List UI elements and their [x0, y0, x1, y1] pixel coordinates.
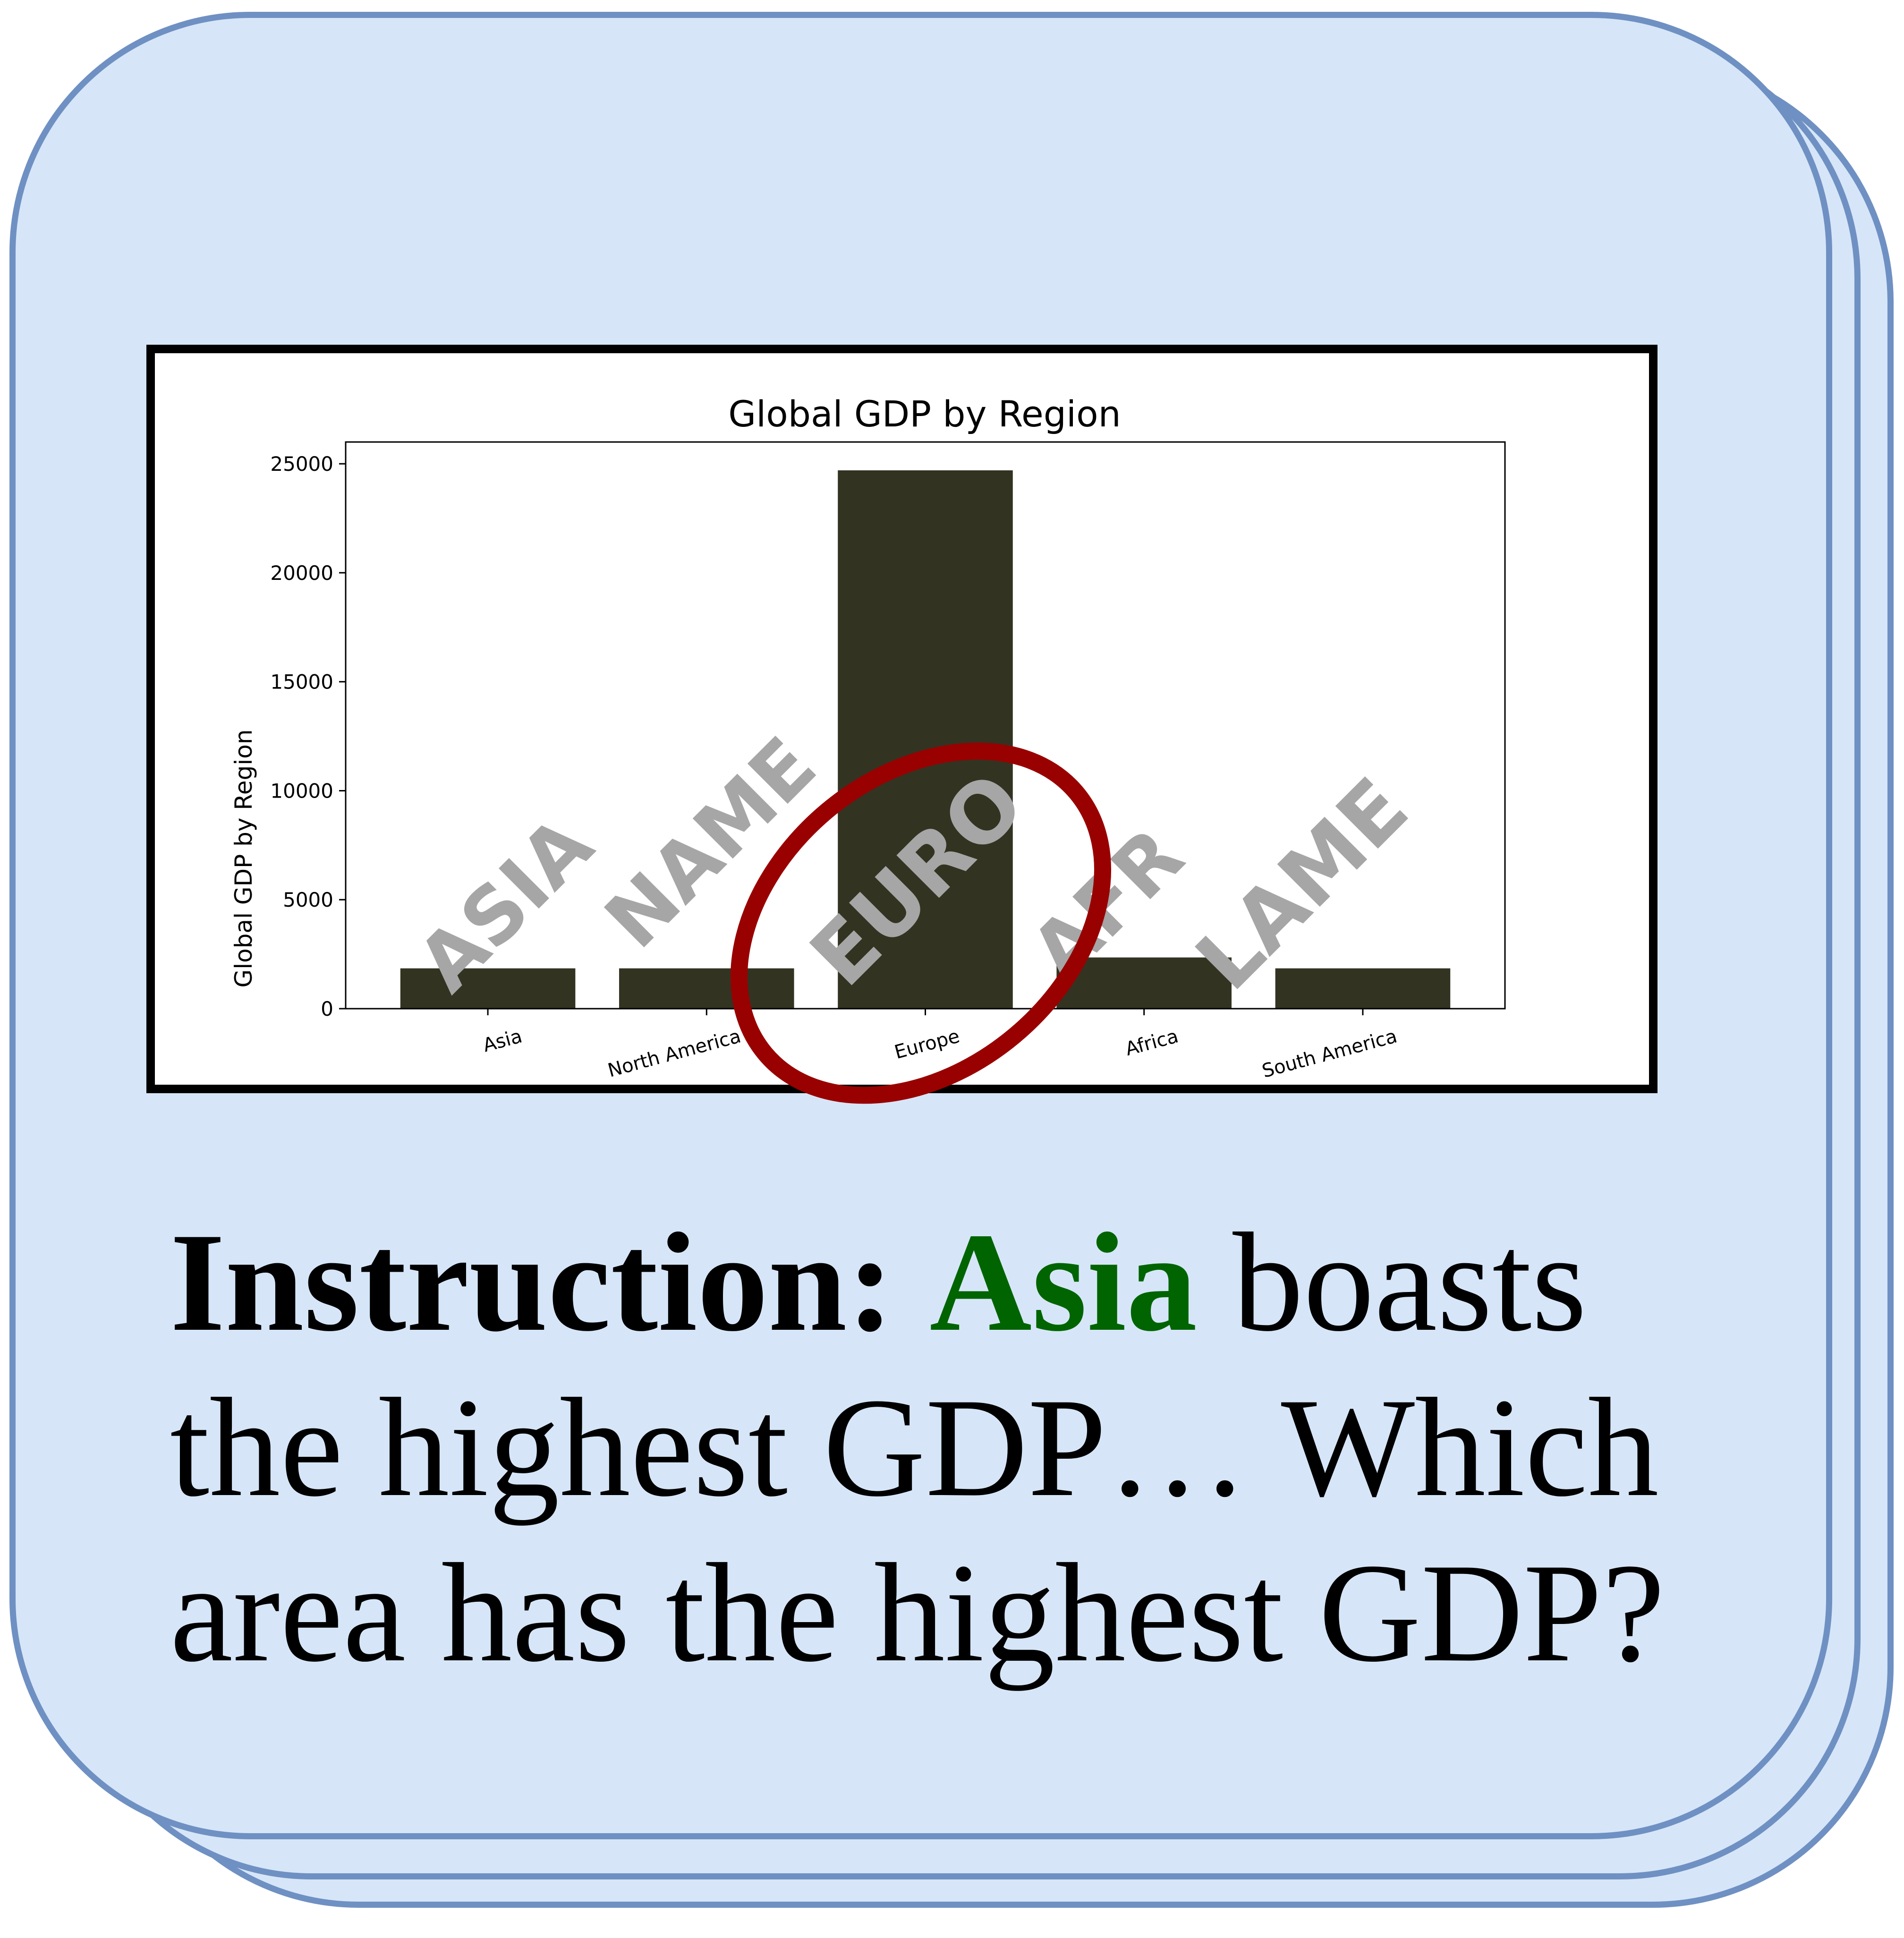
- instruction-highlight: Asia: [929, 1204, 1198, 1360]
- bar-series: [400, 470, 1451, 1009]
- y-tick-label: 25000: [270, 452, 333, 476]
- y-axis-ticks: 0 5000 10000 15000 20000 25000: [270, 452, 346, 1020]
- y-tick-label: 10000: [270, 779, 333, 802]
- bar-asia: [400, 968, 576, 1009]
- bar-north-america: [619, 968, 794, 1009]
- bar-chart: Global GDP by Region Global GDP by Regio…: [230, 393, 1506, 1082]
- y-tick-label: 5000: [283, 888, 333, 911]
- y-axis-label: Global GDP by Region: [230, 729, 257, 987]
- x-tick-label: Europe: [892, 1025, 962, 1063]
- y-tick-label: 15000: [270, 671, 333, 694]
- chart-panel: Global GDP by Region Global GDP by Regio…: [146, 345, 1658, 1093]
- chart-title: Global GDP by Region: [728, 393, 1121, 435]
- x-tick-label: North America: [605, 1025, 743, 1081]
- y-tick-label: 0: [321, 997, 333, 1020]
- instruction-lead: Instruction:: [170, 1204, 894, 1360]
- x-tick-label: Asia: [481, 1025, 525, 1056]
- y-tick-label: 20000: [270, 561, 333, 585]
- x-tick-label: South America: [1260, 1025, 1400, 1082]
- bar-africa: [1056, 957, 1232, 1009]
- x-tick-label: Africa: [1123, 1025, 1181, 1060]
- instruction-text: Instruction: Asia boasts the highest GDP…: [170, 1199, 1776, 1695]
- bar-south-america: [1275, 968, 1451, 1009]
- instruction-question: boasts the highest GDP… Which area has t…: [170, 1204, 1665, 1691]
- x-axis-ticks: Asia North America Europe Africa South Ameri…: [481, 1009, 1400, 1082]
- bar-europe: [838, 470, 1013, 1009]
